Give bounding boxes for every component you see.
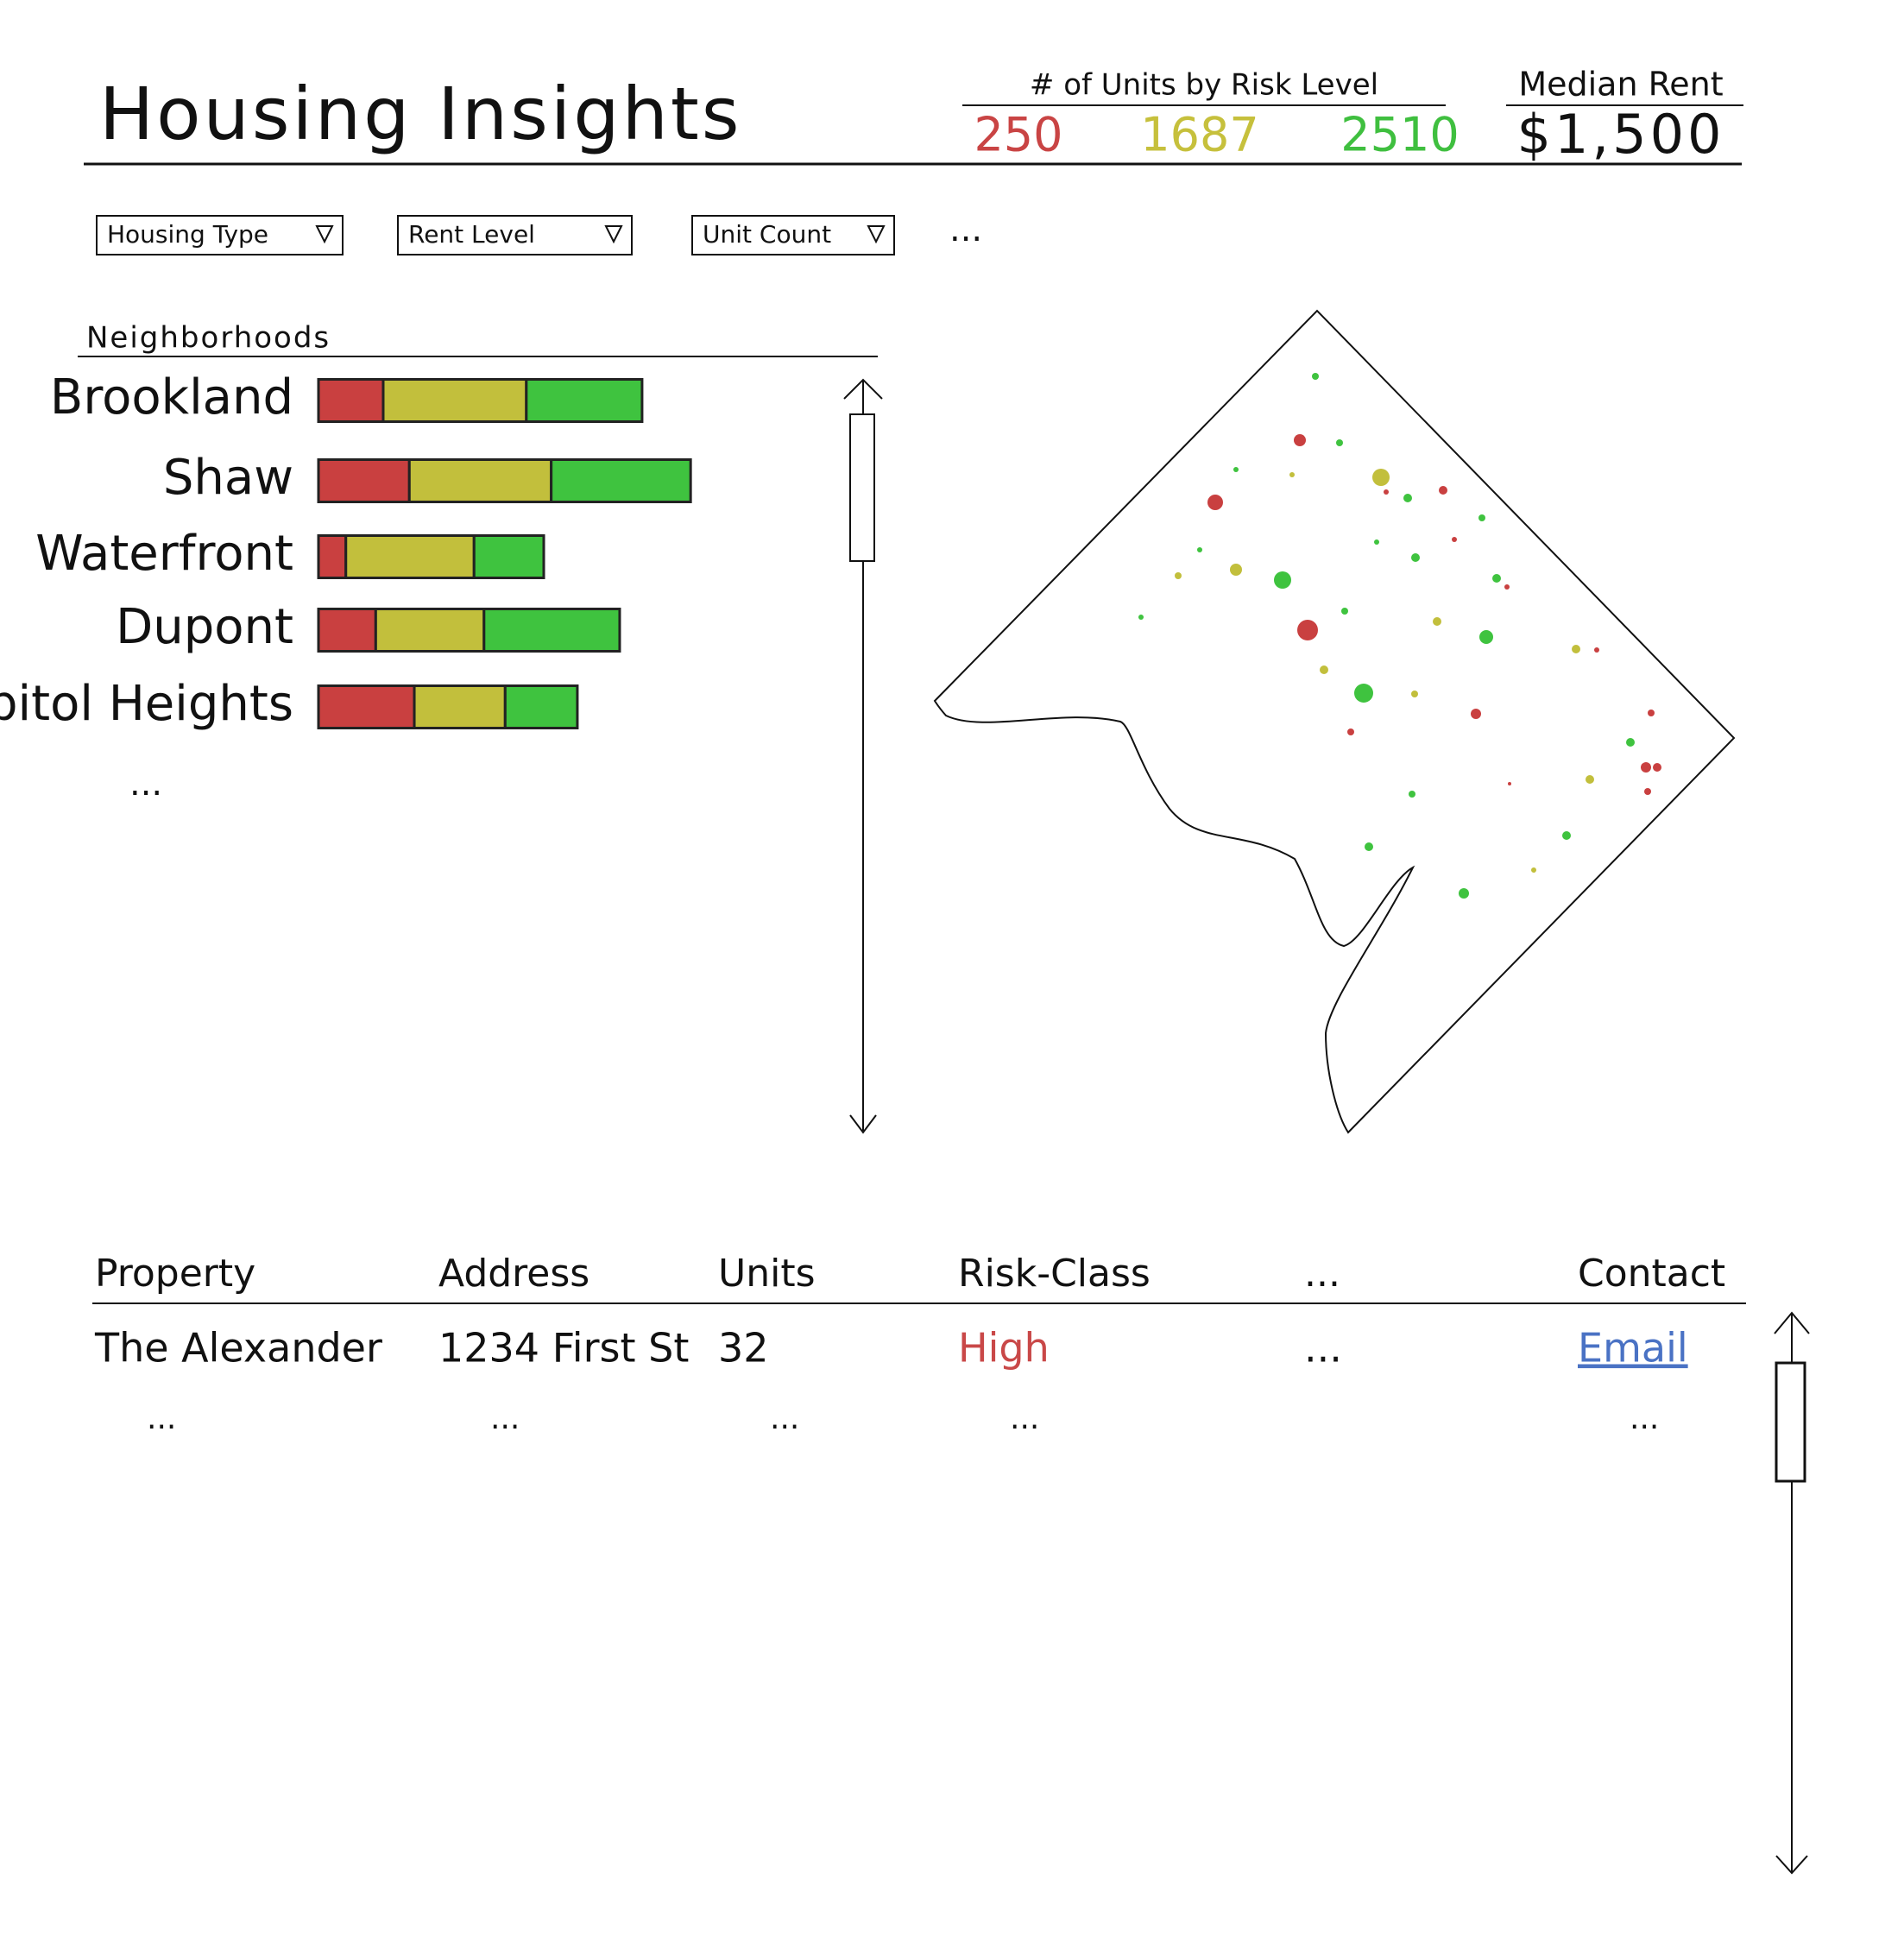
map-dots — [1138, 373, 1661, 899]
risk-segment[interactable] — [317, 378, 385, 423]
risk-label: # of Units by Risk Level — [1030, 68, 1378, 103]
column-header[interactable]: Address — [438, 1252, 589, 1296]
neighborhood-name[interactable]: Shaw — [163, 450, 293, 506]
cell: ... — [770, 1401, 799, 1436]
cell: High — [958, 1325, 1050, 1372]
neighborhood-name[interactable]: Waterfront — [35, 526, 293, 582]
risk-segment[interactable] — [472, 534, 545, 579]
risk-segment[interactable] — [344, 534, 476, 579]
neighborhoods-more: ... — [129, 764, 162, 804]
risk-segment[interactable] — [317, 684, 416, 729]
table-scrollbar[interactable] — [1774, 1311, 1810, 1875]
dropdown-arrow[interactable] — [867, 225, 886, 244]
filter-dropdown[interactable] — [691, 215, 895, 255]
filter-dropdown[interactable] — [397, 215, 633, 255]
email-link[interactable]: Email — [1578, 1325, 1688, 1372]
risk-segment[interactable] — [525, 378, 644, 423]
cell: The Alexander — [94, 1325, 382, 1372]
filter-label[interactable]: Unit Count — [703, 220, 831, 249]
dropdown-arrow[interactable] — [604, 225, 623, 244]
risk-segment[interactable] — [413, 684, 507, 729]
filter-label[interactable]: Rent Level — [408, 220, 535, 249]
cell: 32 — [718, 1325, 769, 1372]
filter-label[interactable]: Housing Type — [107, 220, 268, 249]
cell: ... — [1630, 1401, 1659, 1436]
filter-dropdown[interactable] — [96, 215, 344, 255]
map — [933, 309, 1736, 1134]
filters-more: ... — [949, 210, 982, 249]
risk-segment[interactable] — [317, 608, 377, 653]
risk-segment[interactable] — [550, 458, 692, 503]
column-header[interactable]: Units — [718, 1252, 816, 1296]
cell: ... — [1304, 1325, 1342, 1372]
cell: ... — [1010, 1401, 1039, 1436]
column-header[interactable]: Risk-Class — [958, 1252, 1151, 1296]
risk-count: 2510 — [1340, 108, 1459, 162]
column-header[interactable]: Property — [95, 1252, 255, 1296]
cell: 1234 First St — [438, 1325, 689, 1372]
risk-segment[interactable] — [381, 378, 528, 423]
neighborhood-name[interactable]: Capitol Heights — [0, 676, 293, 732]
risk-count: 1687 — [1140, 108, 1258, 162]
risk-segment[interactable] — [503, 684, 579, 729]
median-rent-value: $1,500 — [1517, 103, 1725, 166]
risk-segment[interactable] — [317, 534, 348, 579]
cell: ... — [147, 1401, 176, 1436]
risk-count: 250 — [974, 108, 1062, 162]
neighborhood-name[interactable]: Dupont — [116, 599, 293, 655]
cell: ... — [490, 1401, 520, 1436]
risk-segment[interactable] — [407, 458, 553, 503]
column-header[interactable]: ... — [1304, 1252, 1340, 1296]
column-header[interactable]: Contact — [1578, 1252, 1725, 1296]
neighborhoods-title: Neighborhoods — [86, 321, 331, 356]
risk-segment[interactable] — [374, 608, 486, 653]
title: Housing Insights — [99, 72, 742, 156]
neighborhood-name[interactable]: Brookland — [50, 369, 293, 426]
risk-segment[interactable] — [482, 608, 621, 653]
neighborhood-scrollbar[interactable] — [843, 378, 883, 1134]
median-rent-label: Median Rent — [1518, 66, 1723, 104]
risk-segment[interactable] — [317, 458, 411, 503]
dropdown-arrow[interactable] — [315, 225, 334, 244]
